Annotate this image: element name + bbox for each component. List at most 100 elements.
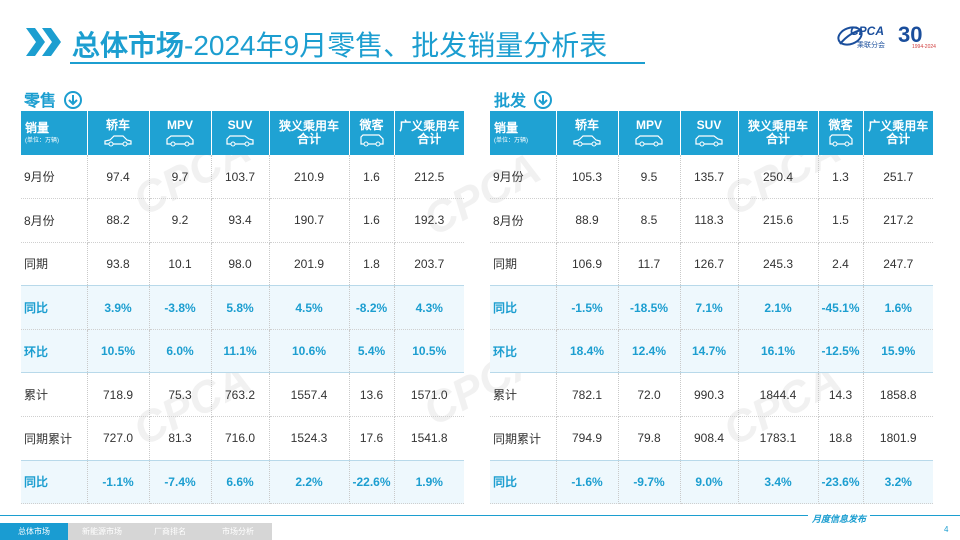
footer-tab-analysis[interactable]: 市场分析 (204, 523, 272, 540)
minivan-icon (359, 134, 384, 147)
row-label: 8月份 (490, 198, 557, 243)
cell-mini: 1.5 (818, 198, 864, 243)
logo-subtitle: 乘联分会 (857, 42, 885, 49)
table-row: 同比 3.9% -3.8% 5.8% 4.5% -8.2% 4.3% (21, 285, 464, 330)
table-row: 环比 10.5% 6.0% 11.1% 10.6% 5.4% 10.5% (21, 329, 464, 374)
row-label: 8月份 (21, 198, 88, 243)
col-header-narrow-total: 狭义乘用车 合计 (269, 111, 350, 155)
cell-suv: 716.0 (211, 416, 270, 461)
cell-broad: 217.2 (863, 198, 933, 243)
table-row: 9月份 105.3 9.5 135.7 250.4 1.3 251.7 (490, 155, 933, 200)
cell-sedan: 727.0 (87, 416, 150, 461)
cell-narrow: 190.7 (269, 198, 350, 243)
row-label: 同比 (21, 460, 88, 505)
cell-suv: 908.4 (680, 416, 739, 461)
car-icon (104, 135, 132, 147)
cell-sedan: 97.4 (87, 155, 150, 200)
retail-label: 零售 (24, 93, 57, 110)
cell-suv: 5.8% (211, 285, 270, 330)
logo-text: CPCA (850, 24, 885, 38)
cell-mini: -12.5% (818, 329, 864, 374)
cell-narrow: 1557.4 (269, 372, 350, 418)
cell-sedan: -1.5% (556, 285, 619, 330)
table-row: 同比 -1.5% -18.5% 7.1% 2.1% -45.1% 1.6% (490, 285, 933, 330)
col-header-sedan: 轿车 (87, 111, 150, 155)
minivan-icon (828, 134, 853, 147)
cell-mini: -45.1% (818, 285, 864, 330)
table-row: 累计 782.1 72.0 990.3 1844.4 14.3 1858.8 (490, 372, 933, 418)
cell-narrow: 1844.4 (738, 372, 819, 418)
cell-mpv: 79.8 (618, 416, 681, 461)
cell-broad: 1801.9 (863, 416, 933, 461)
unit-label: (单位：万辆) (25, 137, 59, 144)
cell-sedan: 93.8 (87, 242, 150, 287)
cell-mini: 1.6 (349, 198, 395, 243)
cell-mini: 1.3 (818, 155, 864, 200)
table-row: 8月份 88.9 8.5 118.3 215.6 1.5 217.2 (490, 198, 933, 243)
retail-table: 销量 (单位：万辆) 轿车 MPV SUV 狭义乘用车 合计 微客 广义乘用车 合计 … (21, 111, 464, 505)
table-row: 同期累计 794.9 79.8 908.4 1783.1 18.8 1801.9 (490, 416, 933, 461)
row-label: 同期累计 (21, 416, 88, 461)
cell-mpv: 72.0 (618, 372, 681, 418)
row-label: 累计 (490, 372, 557, 418)
cell-broad: 212.5 (394, 155, 464, 200)
col-header-sales: 销量 (单位：万辆) (490, 111, 557, 155)
cell-narrow: 215.6 (738, 198, 819, 243)
mpv-icon (166, 135, 194, 147)
cell-mini: 17.6 (349, 416, 395, 461)
cell-suv: 7.1% (680, 285, 739, 330)
cell-narrow: 210.9 (269, 155, 350, 200)
cell-broad: 4.3% (394, 285, 464, 330)
row-label: 环比 (21, 329, 88, 374)
title-rest: -2024年9月零售、批发销量分析表 (184, 30, 608, 61)
cell-suv: 14.7% (680, 329, 739, 374)
table-row: 同比 -1.6% -9.7% 9.0% 3.4% -23.6% 3.2% (490, 460, 933, 505)
row-label: 9月份 (21, 155, 88, 200)
cell-broad: 1541.8 (394, 416, 464, 461)
cell-suv: 93.4 (211, 198, 270, 243)
cell-broad: 1858.8 (863, 372, 933, 418)
row-label: 9月份 (490, 155, 557, 200)
cell-suv: 9.0% (680, 460, 739, 505)
cell-suv: 11.1% (211, 329, 270, 374)
car-icon (573, 135, 601, 147)
cpca-logo (837, 26, 863, 46)
footer-tab-overall[interactable]: 总体市场 (0, 523, 68, 540)
cell-broad: 192.3 (394, 198, 464, 243)
cell-sedan: 794.9 (556, 416, 619, 461)
cell-suv: 6.6% (211, 460, 270, 505)
cell-mpv: 12.4% (618, 329, 681, 374)
mpv-icon (635, 135, 663, 147)
footer-mark: 月度信息发布 (808, 512, 871, 525)
down-arrow-circle-icon (64, 91, 83, 109)
cell-mpv: 6.0% (149, 329, 212, 374)
cell-mini: 1.8 (349, 242, 395, 287)
col-header-narrow-total: 狭义乘用车 合计 (738, 111, 819, 155)
wholesale-section-label: 批发 (494, 87, 553, 111)
cell-narrow: 1524.3 (269, 416, 350, 461)
cell-narrow: 2.1% (738, 285, 819, 330)
cell-narrow: 250.4 (738, 155, 819, 200)
cell-mpv: -7.4% (149, 460, 212, 505)
cell-sedan: 782.1 (556, 372, 619, 418)
suv-icon (226, 135, 254, 147)
cell-broad: 10.5% (394, 329, 464, 374)
row-label: 环比 (490, 329, 557, 374)
footer-tab-nev[interactable]: 新能源市场 (68, 523, 136, 540)
col-header-broad-total: 广义乘用车 合计 (863, 111, 933, 155)
cell-broad: 1571.0 (394, 372, 464, 418)
wholesale-table: 销量 (单位：万辆) 轿车 MPV SUV 狭义乘用车 合计 微客 广义乘用车 合计 … (490, 111, 933, 505)
cell-suv: 98.0 (211, 242, 270, 287)
cell-mpv: -9.7% (618, 460, 681, 505)
table-row: 同期 106.9 11.7 126.7 245.3 2.4 247.7 (490, 242, 933, 287)
cell-narrow: 3.4% (738, 460, 819, 505)
col-header-suv: SUV (680, 111, 739, 155)
cell-suv: 126.7 (680, 242, 739, 287)
table-header-row: 销量 (单位：万辆) 轿车 MPV SUV 狭义乘用车 合计 微客 广义乘用车 合计 (21, 111, 464, 155)
col-header-mini: 微客 (818, 111, 864, 155)
footer-tab-ranking[interactable]: 厂商排名 (136, 523, 204, 540)
cell-sedan: 718.9 (87, 372, 150, 418)
cell-mpv: 9.7 (149, 155, 212, 200)
row-label: 同比 (21, 285, 88, 330)
cell-sedan: 3.9% (87, 285, 150, 330)
